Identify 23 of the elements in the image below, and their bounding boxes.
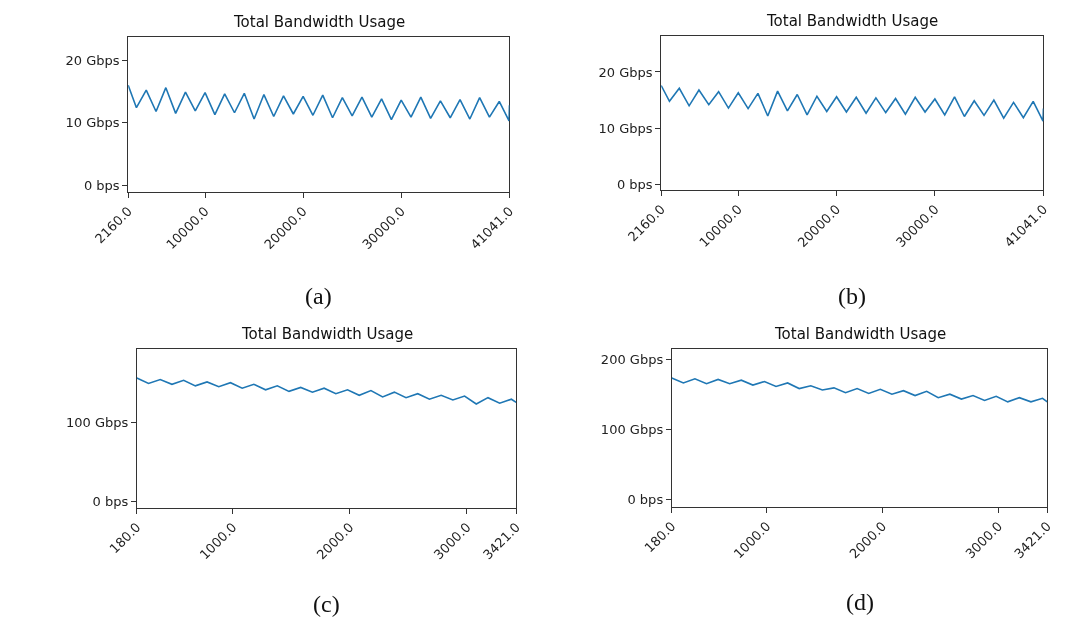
text: (c)	[313, 591, 340, 617]
y-tick-label: 100 Gbps	[600, 422, 664, 438]
line-series	[136, 377, 517, 405]
line-series	[128, 84, 510, 122]
y-tick-label: 0 bps	[83, 178, 120, 194]
y-tick-label: 0 bps	[92, 494, 129, 510]
y-tick-label: 10 Gbps	[65, 115, 120, 131]
chart-title: Total Bandwidth Usage	[233, 13, 406, 31]
text: (a)	[305, 283, 332, 309]
y-tick-label: 0 bps	[616, 177, 653, 193]
y-tick-label: 0 bps	[627, 492, 664, 508]
y-tick-label: 20 Gbps	[65, 52, 120, 68]
y-tick-label: 10 Gbps	[598, 120, 653, 136]
chart-title: Total Bandwidth Usage	[774, 325, 947, 343]
line-series	[671, 377, 1048, 403]
y-tick-label: 20 Gbps	[598, 64, 653, 80]
text: (d)	[846, 589, 874, 615]
chart-title: Total Bandwidth Usage	[766, 12, 939, 30]
y-tick-label: 100 Gbps	[65, 415, 129, 431]
chart-title: Total Bandwidth Usage	[241, 325, 414, 343]
line-series	[661, 84, 1044, 122]
text: (b)	[838, 283, 866, 309]
y-tick-label: 200 Gbps	[600, 352, 664, 368]
